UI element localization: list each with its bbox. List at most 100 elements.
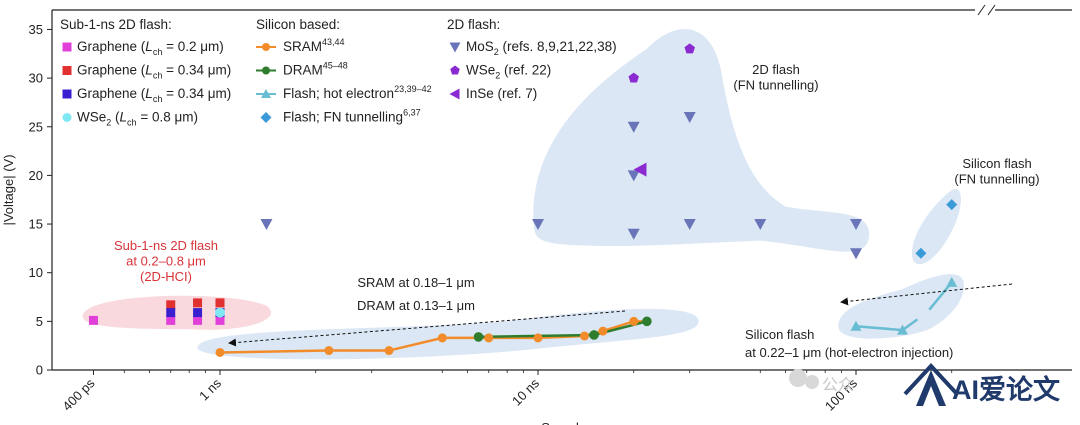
legend-label: Graphene (Lch = 0.34 μm): [77, 86, 231, 104]
graphene-034-red-point: [193, 298, 203, 308]
flash-he-line: [928, 281, 953, 311]
y-tick-label: 0: [36, 363, 43, 378]
silicon-he-annotation: Silicon flash: [745, 327, 814, 342]
logo-icon: [903, 363, 959, 396]
y-tick-label: 35: [29, 22, 43, 37]
mos2-point: [850, 219, 862, 231]
x-tick-label: 1 ns: [196, 375, 224, 403]
graphene-034-blue-point: [166, 308, 176, 318]
legend-label: WSe2 (ref. 22): [466, 63, 551, 81]
x-axis-title: Speed: [541, 420, 579, 425]
legend-label: InSe (ref. 7): [466, 86, 537, 101]
logo-icon: [916, 370, 946, 406]
sram-line: [219, 320, 647, 354]
sram-dram-annotation: SRAM at 0.18–1 μm: [357, 275, 474, 290]
mos2-point: [260, 219, 273, 231]
legend-group-title: 2D flash:: [447, 17, 500, 32]
mos2-point: [627, 170, 640, 182]
sub1ns-annotation: (2D-HCI): [140, 269, 192, 284]
mos2-point: [754, 219, 767, 231]
flash-fn-point: [915, 247, 927, 259]
silicon-fn-bubble: [911, 189, 961, 265]
sram-point: [384, 346, 394, 356]
silicon-fn-annotation: (FN tunnelling): [954, 172, 1039, 187]
wse2-ref22-point: [628, 72, 639, 83]
wse2-ref22-point: [684, 43, 695, 54]
legend-label: DRAM45–48: [283, 61, 348, 78]
wse2-08-point: [215, 307, 225, 318]
watermark-logo-text: AI爱论文: [952, 374, 1061, 405]
legend-marker: [62, 42, 72, 52]
wechat-icon: [789, 369, 807, 387]
sram-dram-bubble: [197, 308, 699, 360]
legend-marker: [449, 42, 461, 53]
graphene-034-red-point: [215, 298, 225, 308]
silicon-fn-annotation: Silicon flash: [962, 156, 1031, 171]
sram-point: [324, 346, 334, 356]
legend-label: MoS2 (refs. 8,9,21,22,38): [466, 39, 617, 57]
legend-label: Graphene (Lch = 0.34 μm): [77, 63, 231, 81]
legend-marker: [62, 113, 72, 122]
flash2d-annotation: (FN tunnelling): [733, 78, 818, 93]
sub1ns-annotation: Sub-1-ns 2D flash: [114, 238, 218, 253]
y-axis-title: |Voltage| (V): [1, 154, 16, 225]
graphene-02-point: [215, 315, 225, 325]
sram-dram-annotation: DRAM at 0.13–1 μm: [357, 298, 475, 313]
legend-label: WSe2 (Lch = 0.8 μm): [77, 110, 198, 128]
flash2d-bubble: [533, 29, 870, 252]
flash-he-point: [946, 276, 958, 287]
mos2-point: [683, 112, 696, 124]
x-tick-label: 400 ps: [59, 375, 98, 414]
x-tick-label: 10 ns: [509, 375, 542, 408]
region-bubbles: [82, 29, 964, 360]
sram-point: [579, 331, 589, 341]
y-tick-label: 30: [29, 71, 43, 86]
legend-label: Flash; hot electron23,39–42: [283, 84, 432, 101]
graphene-034-blue-point: [193, 308, 203, 318]
y-tick-label: 25: [29, 119, 43, 134]
y-tick-label: 15: [29, 217, 43, 232]
graphene-02-point: [166, 315, 176, 325]
silicon-he-bubble: [838, 274, 964, 339]
legend-label: SRAM43,44: [283, 37, 345, 54]
sub1ns-bubble: [82, 295, 272, 330]
axis-break-mark: [987, 4, 996, 16]
legend-marker: [62, 66, 72, 75]
data-markers: [88, 43, 958, 357]
sram-trend-arrow: [228, 310, 626, 347]
graphene-02-point: [193, 315, 203, 325]
graphene-02-point: [88, 315, 98, 325]
dram-point: [642, 316, 652, 327]
sram-point: [629, 316, 639, 326]
inse-point: [633, 162, 647, 177]
dram-point: [589, 330, 599, 340]
flash-he-point: [850, 320, 862, 331]
graphene-034-red-point: [166, 300, 176, 310]
watermark-small-text: 公众: [822, 376, 854, 394]
legend-marker: [260, 112, 272, 123]
legend-marker: [449, 88, 460, 100]
silicon-he-annotation: at 0.22–1 μm (hot-electron injection): [745, 345, 953, 360]
dram-point: [473, 332, 484, 342]
legend-marker: [262, 43, 270, 51]
sram-point: [437, 333, 447, 343]
flash-he-point: [896, 324, 908, 335]
y-tick-label: 20: [29, 168, 43, 183]
axis-break-mark: [977, 4, 986, 16]
legend-label: Graphene (Lch = 0.2 μm): [77, 39, 224, 57]
wechat-icon: [805, 375, 819, 389]
legend-label: Flash; FN tunnelling6,37: [283, 108, 421, 125]
mos2-point: [627, 228, 640, 240]
mos2-point: [532, 219, 544, 231]
legend-group-title: Silicon based:: [256, 17, 340, 32]
sub1ns-annotation: at 0.2–0.8 μm: [126, 254, 206, 269]
legend-group-title: Sub-1-ns 2D flash:: [60, 17, 172, 32]
y-tick-label: 5: [36, 314, 43, 329]
flash-fn-point: [946, 199, 958, 211]
sram-point: [598, 326, 608, 336]
sram-point: [215, 347, 225, 357]
sram-point: [533, 333, 543, 343]
legend-marker: [450, 65, 460, 75]
